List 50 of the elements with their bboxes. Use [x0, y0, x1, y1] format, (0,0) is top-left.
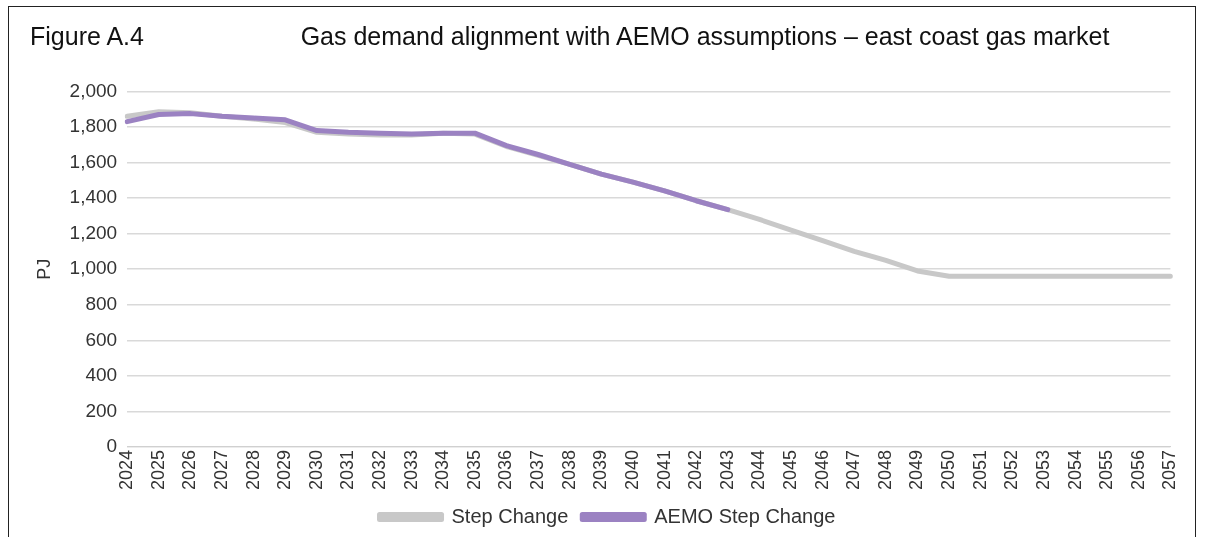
x-tick-label: 2053 [1032, 449, 1053, 490]
x-tick-label: 2032 [369, 449, 390, 490]
x-tick-label: 2051 [969, 449, 990, 490]
x-tick-label: 2050 [938, 449, 959, 490]
y-axis-title: PJ [33, 258, 54, 280]
y-tick-label: 200 [85, 399, 118, 421]
legend-label: Step Change [451, 504, 569, 527]
x-tick-label: 2038 [558, 449, 579, 490]
x-tick-label: 2033 [400, 449, 421, 490]
x-tick-label: 2039 [590, 449, 611, 490]
y-tick-label: 1,400 [69, 186, 118, 208]
y-tick-label: 0 [106, 435, 118, 457]
y-tick-label: 800 [85, 292, 118, 314]
y-tick-label: 2,000 [69, 79, 118, 101]
x-tick-label: 2043 [716, 449, 737, 490]
y-tick-label: 600 [85, 328, 118, 350]
x-tick-label: 2044 [748, 449, 769, 490]
x-tick-label: 2026 [179, 449, 200, 490]
x-tick-label: 2037 [527, 449, 548, 490]
y-tick-label: 1,800 [69, 115, 118, 137]
x-tick-label: 2047 [843, 449, 864, 490]
y-tick-label: 400 [85, 364, 118, 386]
x-tick-label: 2041 [653, 449, 674, 490]
x-tick-label: 2035 [463, 449, 484, 490]
x-tick-label: 2054 [1064, 449, 1085, 490]
y-tick-label: 1,600 [69, 150, 118, 172]
x-tick-label: 2030 [305, 449, 326, 490]
x-tick-label: 2028 [242, 449, 263, 490]
x-tick-label: 2036 [495, 449, 516, 490]
x-tick-label: 2056 [1127, 449, 1148, 490]
x-tick-label: 2034 [432, 449, 453, 490]
x-tick-label: 2025 [147, 449, 168, 490]
x-tick-label: 2055 [1096, 449, 1117, 490]
chart-title: Gas demand alignment with AEMO assumptions – east coast gas market [299, 22, 1111, 51]
y-tick-label: 1,000 [69, 257, 118, 279]
x-tick-label: 2029 [274, 449, 295, 490]
legend-label: AEMO Step Change [654, 504, 836, 527]
x-tick-label: 2046 [811, 449, 832, 490]
x-tick-label: 2024 [116, 449, 137, 490]
x-tick-label: 2027 [210, 449, 231, 490]
x-tick-label: 2040 [621, 449, 642, 490]
text: Figure A.4 [30, 22, 145, 51]
x-tick-label: 2045 [780, 449, 800, 490]
x-tick-label: 2031 [337, 449, 358, 490]
x-tick-label: 2049 [906, 449, 927, 490]
y-tick-label: 1,200 [69, 221, 118, 243]
x-tick-label: 2052 [1001, 449, 1022, 490]
x-tick-label: 2048 [874, 449, 895, 490]
x-tick-label: 2042 [685, 449, 706, 490]
x-tick-label: 2057 [1159, 449, 1180, 490]
